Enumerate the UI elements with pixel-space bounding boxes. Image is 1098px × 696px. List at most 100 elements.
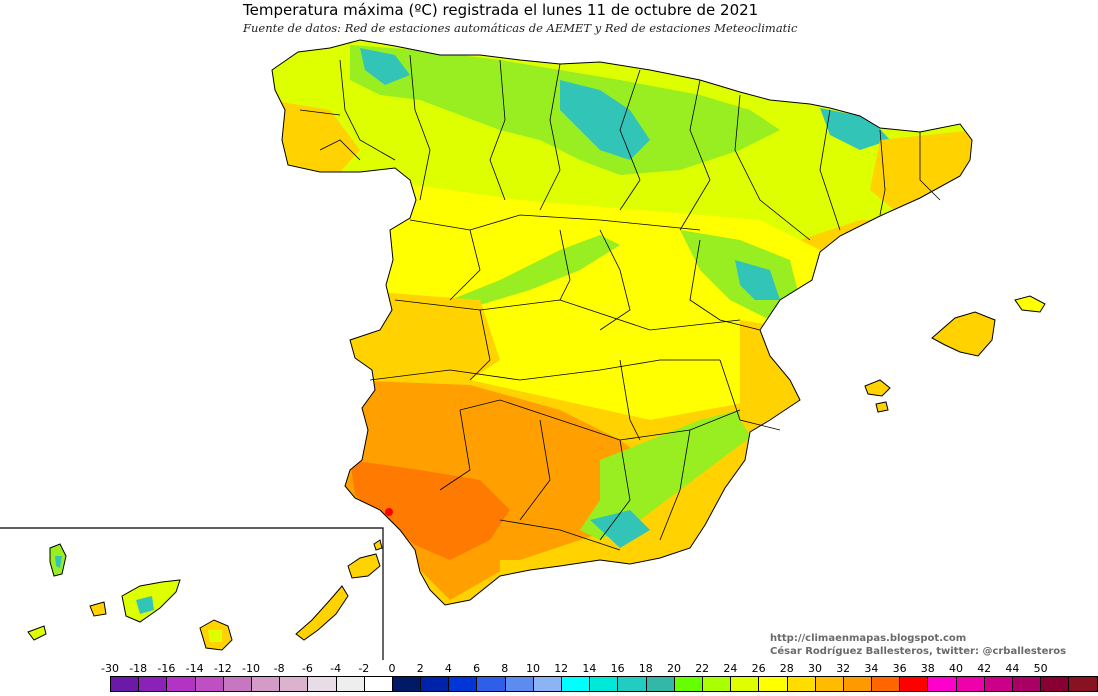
legend-label: 10 xyxy=(526,662,540,675)
boundary-cantabria-burgos xyxy=(539,63,561,211)
island-la-graciosa xyxy=(373,539,383,551)
legend-label: -6 xyxy=(301,662,313,675)
cold-patch-pyrenees xyxy=(820,108,890,150)
legend-label: 6 xyxy=(473,662,481,675)
legend-color-16 xyxy=(562,677,591,691)
legend-label: 8 xyxy=(501,662,509,675)
legend-color-1 xyxy=(139,677,168,691)
gran-canaria-center xyxy=(208,630,222,642)
sistema-central xyxy=(450,235,620,305)
boundary-galicia-inner xyxy=(299,109,341,116)
legend-color-15 xyxy=(533,677,562,691)
boundary-huelva-sevilla xyxy=(439,409,471,491)
legend-label: -18 xyxy=(129,662,148,675)
legend-color-5 xyxy=(251,677,281,691)
island-lanzarote xyxy=(347,553,381,579)
boundary-caceres-badajoz xyxy=(469,309,491,381)
island-ibiza xyxy=(864,379,891,397)
island-fuerteventura xyxy=(295,585,349,641)
island-mallorca xyxy=(931,311,996,357)
legend-label: 12 xyxy=(554,662,569,675)
legend-color-3 xyxy=(195,677,224,691)
boundary-salamanca xyxy=(449,229,481,301)
boundary-leon xyxy=(409,54,431,201)
galicia-warm xyxy=(272,100,360,172)
legend-color-18 xyxy=(618,677,647,691)
balearic-islands xyxy=(864,295,1046,413)
legend-color-0 xyxy=(111,677,140,691)
legend-color-12 xyxy=(449,677,478,691)
credits-website: http://climaenmapas.blogspot.com xyxy=(770,633,967,644)
legend-color-23 xyxy=(759,677,788,691)
legend-label: 20 xyxy=(667,662,681,675)
legend-color-34 xyxy=(1069,677,1098,691)
boundary-avila-segovia xyxy=(559,229,571,301)
boundary-andalucia-north xyxy=(459,399,741,441)
temperature-map xyxy=(0,39,1046,660)
hot-core-huelva-sevilla xyxy=(350,460,510,560)
legend-labels: -30 -18 -16 -14 -12 -10 -8 -6 -4 -2 0 2 4 6 8 10 12 14 16 1… xyxy=(0,662,1098,676)
legend-label: 34 xyxy=(864,662,879,675)
boundary-duero-south xyxy=(409,214,701,231)
legend-label: 32 xyxy=(836,662,851,675)
map-subtitle: Fuente de datos: Red de estaciones autom… xyxy=(243,21,798,35)
legend-label: 36 xyxy=(892,662,907,675)
cold-patch-sierra-nevada xyxy=(590,510,650,548)
island-formentera xyxy=(875,401,889,413)
legend-color-32 xyxy=(1013,677,1042,691)
legend-color-6 xyxy=(280,677,309,691)
legend-label: 26 xyxy=(751,662,766,675)
legend-label: 42 xyxy=(977,662,992,675)
legend-color-33 xyxy=(1041,677,1070,691)
boundary-basque-rioja xyxy=(619,69,641,211)
legend-color-2 xyxy=(167,677,196,691)
legend-label: 50 xyxy=(1033,662,1048,675)
sistema-betico xyxy=(580,410,760,540)
boundary-granada-almeria xyxy=(659,429,691,541)
legend-label: 38 xyxy=(920,662,935,675)
legend-label: 44 xyxy=(1005,662,1020,675)
legend-label: 0 xyxy=(388,662,396,675)
boundary-malaga-cadiz xyxy=(499,519,621,551)
la-palma-cold xyxy=(55,556,62,568)
legend-label: -30 xyxy=(101,662,119,675)
legend-color-11 xyxy=(421,677,450,691)
boundary-ciudad-real-albacete xyxy=(619,359,641,441)
boundary-aragon-catalonia xyxy=(819,109,841,231)
boundary-lleida xyxy=(879,129,886,216)
legend-color-7 xyxy=(308,677,337,691)
map-title: Temperatura máxima (ºC) registrada el lu… xyxy=(243,1,759,19)
legend-label: -8 xyxy=(273,662,285,675)
legend-label: 18 xyxy=(638,662,653,675)
legend-color-30 xyxy=(956,677,985,691)
boundary-extremadura-south xyxy=(369,359,720,381)
legend-color-24 xyxy=(787,677,816,691)
boundary-galicia-south xyxy=(319,139,361,161)
boundary-aragon-west xyxy=(734,94,811,241)
cold-patch-teruel xyxy=(735,260,780,300)
legend-color-scale xyxy=(110,676,1098,692)
legend-color-29 xyxy=(928,677,957,691)
island-la-gomera xyxy=(89,601,107,617)
legend-label: -14 xyxy=(185,662,204,675)
boundary-castilla-mancha-north xyxy=(394,299,741,331)
legend-color-28 xyxy=(900,677,929,691)
legend-color-13 xyxy=(477,677,506,691)
legend-color-25 xyxy=(815,677,844,691)
valencia-gold xyxy=(740,320,810,450)
tenerife-teide xyxy=(136,596,154,614)
catalonia-warm xyxy=(870,130,972,215)
legend-color-4 xyxy=(223,677,252,691)
legend-color-9 xyxy=(364,677,393,691)
legend-color-14 xyxy=(505,677,534,691)
boundary-galicia-asturias xyxy=(339,59,396,161)
province-boundaries xyxy=(299,54,941,551)
legend-label: -16 xyxy=(157,662,176,675)
inset-frame xyxy=(0,527,384,660)
credits-author: César Rodríguez Ballesteros, twitter: @c… xyxy=(770,646,1067,657)
boundary-navarra xyxy=(679,79,711,231)
cold-patch-asturias xyxy=(360,48,410,85)
boundary-jaen-granada xyxy=(599,439,631,541)
legend-color-21 xyxy=(702,677,732,691)
legend-color-27 xyxy=(872,677,901,691)
